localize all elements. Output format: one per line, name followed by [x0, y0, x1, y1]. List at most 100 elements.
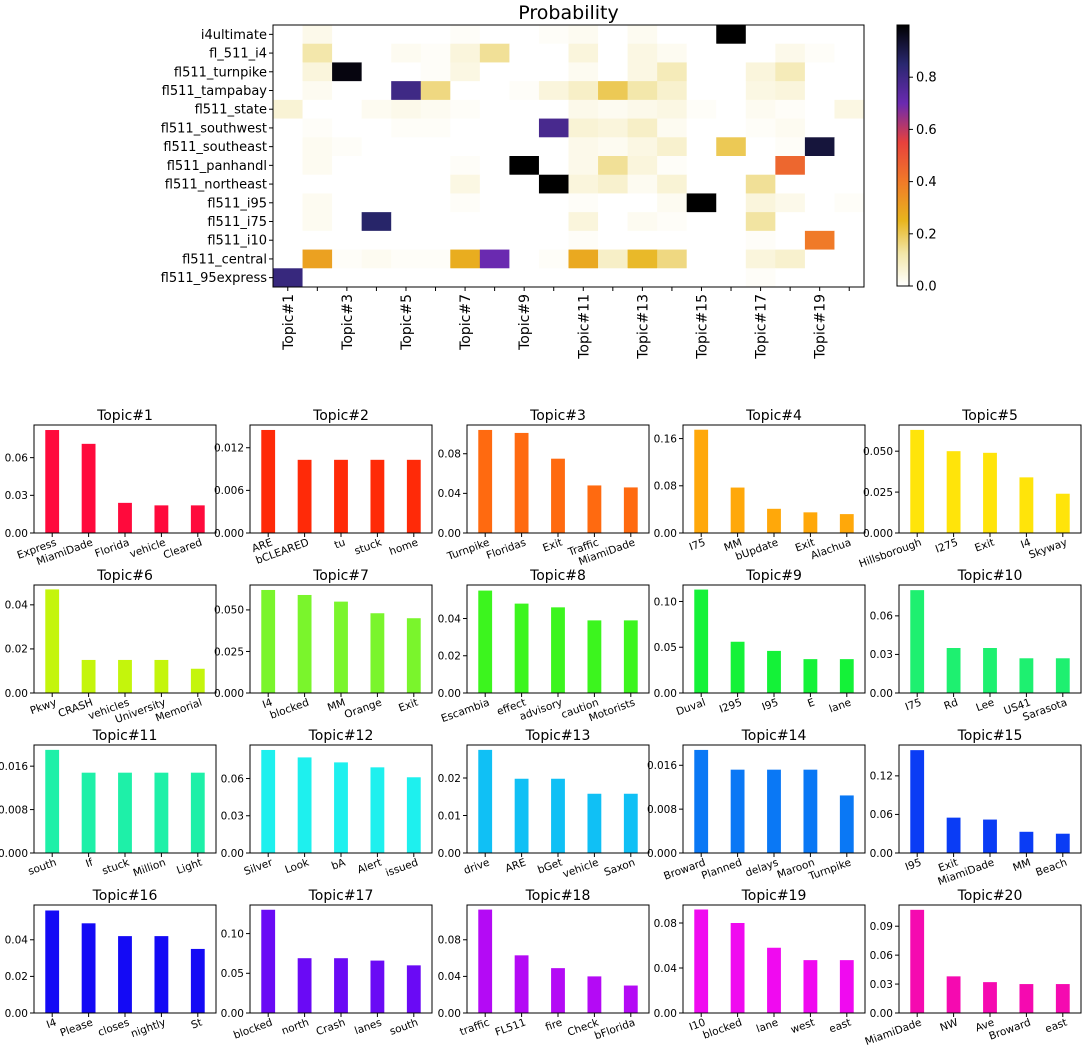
heatmap-cell	[657, 99, 688, 119]
bar-chart-title: Topic#3	[529, 408, 586, 424]
bar	[803, 960, 818, 1014]
heatmap-cell	[509, 137, 540, 157]
bar-chart-title: Topic#6	[96, 568, 153, 584]
heatmap-cell	[479, 212, 510, 232]
bar	[1019, 831, 1034, 853]
heatmap-cell	[775, 268, 806, 288]
heatmap-cell	[361, 43, 392, 63]
bar	[730, 641, 745, 693]
heatmap-cell	[657, 62, 688, 82]
heatmap-cell	[450, 99, 481, 119]
heatmap-cell	[568, 43, 599, 63]
x-tick-label: east	[828, 1017, 853, 1036]
x-tick-label: MM	[326, 697, 347, 714]
bar	[1019, 658, 1034, 693]
heatmap-cell	[804, 230, 835, 250]
heatmap-cell	[450, 249, 481, 269]
y-tick-label: 0.006	[214, 485, 244, 497]
heatmap-cell	[598, 43, 628, 63]
colorbar-frame	[896, 24, 910, 287]
heatmap-cell	[479, 137, 510, 157]
colorbar-gradient	[897, 25, 909, 286]
x-tick-label: south	[388, 1017, 420, 1038]
heatmap-cell	[716, 81, 747, 101]
heatmap-cell	[273, 268, 303, 288]
heatmap-cell	[568, 137, 599, 157]
bar-chart-frame	[898, 904, 1082, 1014]
y-tick-label: 0.000	[214, 688, 244, 700]
heatmap-cell	[332, 43, 363, 63]
bar-chart-frame	[249, 584, 433, 694]
heatmap-cell	[686, 118, 717, 138]
heatmap-cell	[657, 25, 688, 45]
heatmap-cell	[804, 81, 835, 101]
heatmap-cell	[627, 137, 658, 157]
heatmap-cell	[420, 268, 451, 288]
heatmap-cell	[450, 230, 481, 250]
x-tick-label: lane	[828, 697, 853, 716]
bar	[370, 767, 385, 853]
bar	[118, 936, 132, 1013]
heatmap-cell	[302, 212, 333, 232]
y-tick-label: 0.09	[870, 921, 893, 933]
y-tick-label: 0.10	[221, 928, 244, 940]
heatmap-cell	[716, 118, 747, 138]
heatmap-cell	[775, 81, 806, 101]
colorbar-tick-label: 0.4	[916, 175, 937, 190]
heatmap-cell	[479, 62, 510, 82]
heatmap-col-label: Topic#5	[399, 294, 415, 351]
heatmap-cell	[775, 193, 806, 213]
heatmap-cell	[804, 43, 835, 63]
heatmap-cell	[479, 25, 510, 45]
bar	[297, 594, 312, 693]
heatmap-cell	[450, 81, 481, 101]
bar	[839, 514, 854, 533]
heatmap-frame	[272, 24, 865, 288]
bar-chart-frame	[682, 584, 866, 694]
bar	[983, 648, 997, 693]
heatmap-col-label: Topic#13	[635, 294, 651, 360]
bar-chart-title: Topic#12	[308, 728, 374, 744]
bar	[406, 965, 421, 1013]
bar	[81, 923, 96, 1013]
heatmap-cell	[745, 193, 776, 213]
bar-chart-frame	[33, 584, 217, 694]
x-tick-label: Floridas	[485, 537, 528, 562]
bar	[767, 769, 781, 853]
heatmap-cell	[509, 249, 540, 269]
y-tick-label: 0.08	[654, 918, 677, 930]
heatmap-chart: Probability i4ultimate fl_511_i4 fl511_turn…	[161, 2, 865, 360]
heatmap-cell	[391, 230, 422, 250]
heatmap-cell	[834, 174, 865, 194]
heatmap-cell	[834, 137, 865, 157]
heatmap-cell	[302, 230, 333, 250]
heatmap-cell	[361, 249, 392, 269]
heatmap-cell	[804, 249, 835, 269]
heatmap-cell	[775, 99, 806, 119]
bar-chart-title: Topic#18	[525, 888, 591, 904]
heatmap-cell	[391, 81, 422, 101]
y-tick-label: 0.08	[654, 481, 677, 493]
y-tick-label: 0.008	[647, 804, 677, 816]
y-tick-label: 0.04	[654, 963, 678, 975]
x-tick-label: Saxon	[603, 857, 637, 879]
heatmap-cell	[391, 99, 422, 119]
heatmap-cell	[450, 174, 481, 194]
bar	[910, 429, 925, 533]
x-tick-label: Lee	[974, 697, 996, 715]
y-tick-label: 0.08	[438, 449, 461, 461]
heatmap-cell	[686, 137, 717, 157]
heatmap-cell	[538, 193, 569, 213]
heatmap-cell	[627, 174, 658, 194]
x-tick-label: St	[190, 1017, 204, 1032]
heatmap-cell	[509, 81, 540, 101]
heatmap-cell	[361, 156, 392, 176]
heatmap-cell	[450, 212, 481, 232]
heatmap-cell	[716, 62, 747, 82]
heatmap-cell	[509, 174, 540, 194]
y-tick-label: 0.03	[221, 811, 244, 823]
x-tick-label: I10	[688, 1017, 708, 1034]
y-tick-label: 0.016	[647, 760, 677, 772]
